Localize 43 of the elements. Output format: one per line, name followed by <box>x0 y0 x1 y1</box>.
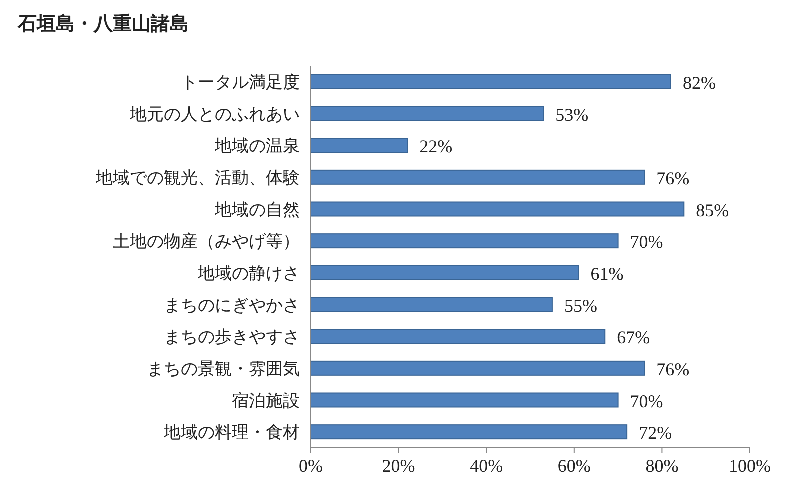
data-label: 22% <box>420 136 453 157</box>
bar <box>310 424 628 440</box>
x-tick-label: 0% <box>299 456 323 476</box>
bar <box>310 138 408 154</box>
data-label: 82% <box>682 72 716 93</box>
y-tick-label: まちの歩きやすさ <box>164 328 300 348</box>
bar <box>310 202 685 217</box>
y-tick-label: トータル満足度 <box>181 72 300 93</box>
y-tick-label: 宿泊施設 <box>232 391 300 412</box>
bar <box>310 360 646 376</box>
y-tick-label: 地域の温泉 <box>214 136 300 157</box>
text: 石垣島・八重山諸島 <box>17 13 189 35</box>
y-tick-label: 地域の料理・食材 <box>163 423 300 444</box>
y-tick-label: 土地の物産（みやげ等） <box>113 232 300 252</box>
data-label: 70% <box>630 391 664 412</box>
bar <box>310 392 619 408</box>
bar <box>310 265 580 280</box>
bar <box>310 106 544 122</box>
bar <box>310 170 646 185</box>
bar <box>310 329 606 344</box>
data-label: 55% <box>564 296 598 316</box>
data-label: 53% <box>556 104 589 125</box>
y-tick-label: 地域の自然 <box>214 200 300 220</box>
y-tick-label: まちのにぎやかさ <box>164 296 300 316</box>
y-tick-label: 地元の人とのふれあい <box>129 104 300 125</box>
data-label: 76% <box>656 168 690 188</box>
y-tick-label: まちの景観・雰囲気 <box>147 359 300 380</box>
y-tick-label: 地域での観光、活動、体験 <box>95 168 300 188</box>
data-label: 70% <box>630 232 664 252</box>
data-label: 72% <box>639 423 672 444</box>
x-tick-label: 40% <box>470 456 504 476</box>
bar <box>310 297 553 312</box>
data-label: 85% <box>696 200 730 220</box>
x-tick-label: 60% <box>558 456 591 476</box>
x-tick-label: 20% <box>382 456 416 476</box>
data-label: 67% <box>617 328 650 348</box>
x-tick-label: 100% <box>729 456 771 476</box>
bar <box>310 74 672 90</box>
data-label: 61% <box>590 264 624 284</box>
x-tick-label: 80% <box>646 456 679 476</box>
data-label: 76% <box>656 359 690 380</box>
y-tick-label: 地域の静けさ <box>197 264 300 284</box>
bar <box>310 234 619 249</box>
